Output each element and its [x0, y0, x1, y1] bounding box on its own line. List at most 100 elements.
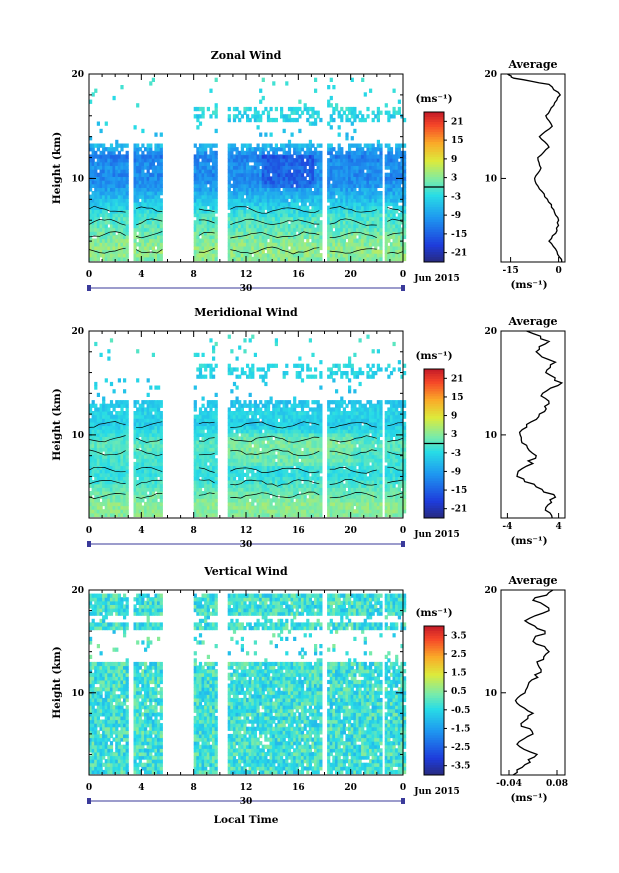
- heatmap-cell: [363, 234, 367, 240]
- heatmap-cell: [335, 223, 339, 229]
- heatmap-cell: [125, 498, 129, 503]
- heatmap-cell: [196, 117, 200, 123]
- heatmap-cell: [246, 440, 250, 445]
- heatmap-cell: [209, 194, 213, 199]
- heatmap-cell: [353, 198, 357, 203]
- heatmap-cell: [109, 176, 114, 181]
- heatmap-cell: [272, 81, 276, 86]
- heatmap-cell: [196, 106, 200, 112]
- heatmap-cell: [371, 249, 375, 254]
- heatmap-cell: [154, 498, 158, 503]
- heatmap-cell: [384, 158, 388, 163]
- heatmap-cell: [227, 509, 231, 514]
- heatmap-cell: [350, 106, 354, 112]
- heatmap-cell: [298, 187, 302, 192]
- heatmap-cell: [350, 191, 354, 196]
- heatmap-cell: [369, 169, 373, 174]
- heatmap-cell: [251, 180, 255, 185]
- heatmap-cell: [280, 242, 284, 247]
- heatmap-cell: [259, 374, 263, 379]
- heatmap-cell: [285, 154, 289, 159]
- heatmap-cell: [298, 194, 302, 199]
- colorbar-swatch: [424, 257, 444, 260]
- heatmap-cell: [214, 505, 218, 510]
- heatmap-cell: [285, 220, 289, 225]
- heatmap-cell: [141, 487, 145, 492]
- heatmap-cell: [159, 472, 163, 477]
- heatmap-cell: [193, 440, 197, 445]
- heatmap-cell: [243, 143, 247, 148]
- heatmap-cell: [243, 249, 247, 254]
- heatmap-cell: [232, 494, 237, 499]
- heatmap-cell: [256, 110, 260, 115]
- heatmap-cell: [376, 106, 380, 112]
- heatmap-cell: [293, 150, 297, 156]
- heatmap-cell: [99, 447, 103, 452]
- heatmap-cell: [212, 345, 216, 350]
- heatmap-cell: [280, 147, 284, 152]
- heatmap-cell: [89, 501, 93, 507]
- heatmap-cell: [280, 161, 284, 166]
- heatmap-cell: [238, 501, 242, 507]
- heatmap-cell: [212, 110, 216, 115]
- heatmap-cell: [285, 169, 289, 174]
- heatmap-cell: [272, 198, 276, 203]
- heatmap-cell: [159, 411, 163, 416]
- heatmap-cell: [144, 491, 148, 496]
- heatmap-cell: [141, 194, 145, 199]
- heatmap-cell: [157, 469, 161, 474]
- heatmap-cell: [125, 253, 129, 258]
- heatmap-cell: [102, 180, 106, 185]
- heatmap-cell: [280, 110, 284, 115]
- heatmap-cell: [104, 436, 108, 441]
- heatmap-cell: [311, 216, 315, 221]
- heatmap-cell: [206, 234, 210, 240]
- heatmap-cell: [198, 472, 203, 477]
- heatmap-cell: [146, 161, 150, 166]
- heatmap-cell: [109, 451, 114, 456]
- heatmap-cell: [303, 154, 307, 159]
- heatmap-cell: [96, 238, 100, 243]
- heatmap-cell: [253, 487, 257, 492]
- heatmap-cell: [277, 253, 281, 258]
- heatmap-cell: [201, 421, 205, 427]
- heatmap-cell: [109, 223, 114, 229]
- heatmap-cell: [238, 245, 242, 251]
- heatmap-cell: [107, 451, 111, 456]
- heatmap-cell: [280, 106, 284, 112]
- heatmap-cell: [89, 216, 93, 221]
- heatmap-cell: [259, 256, 263, 262]
- heatmap-cell: [256, 469, 260, 474]
- heatmap-cell: [232, 227, 237, 232]
- heatmap-cell: [376, 249, 380, 254]
- heatmap-cell: [157, 440, 161, 445]
- heatmap-cell: [212, 234, 216, 240]
- heatmap-cell: [240, 440, 244, 445]
- heatmap-cell: [259, 249, 263, 254]
- heatmap-cell: [159, 400, 163, 405]
- heatmap-cell: [366, 220, 370, 225]
- heatmap-cell: [89, 512, 93, 517]
- heatmap-cell: [232, 176, 237, 181]
- heatmap-cell: [141, 256, 145, 262]
- heatmap-cell: [243, 403, 247, 408]
- heatmap-cell: [117, 201, 121, 207]
- heatmap-cell: [99, 483, 103, 488]
- heatmap-cell: [300, 198, 305, 203]
- heatmap-cell: [214, 114, 218, 119]
- heatmap-cell: [248, 338, 252, 343]
- heatmap-cell: [358, 117, 362, 123]
- heatmap-cell: [238, 494, 242, 499]
- heatmap-cell: [259, 440, 263, 445]
- heatmap-cell: [361, 154, 365, 159]
- heatmap-cell: [206, 418, 210, 423]
- heatmap-cell: [198, 165, 203, 170]
- heatmap-cell: [193, 458, 197, 463]
- heatmap-cell: [240, 436, 244, 441]
- heatmap-cell: [340, 154, 344, 159]
- heatmap-cell: [138, 245, 142, 251]
- heatmap-cell: [144, 194, 148, 199]
- heatmap-cell: [204, 231, 208, 236]
- heatmap-cell: [253, 106, 257, 112]
- heatmap-cell: [246, 143, 250, 148]
